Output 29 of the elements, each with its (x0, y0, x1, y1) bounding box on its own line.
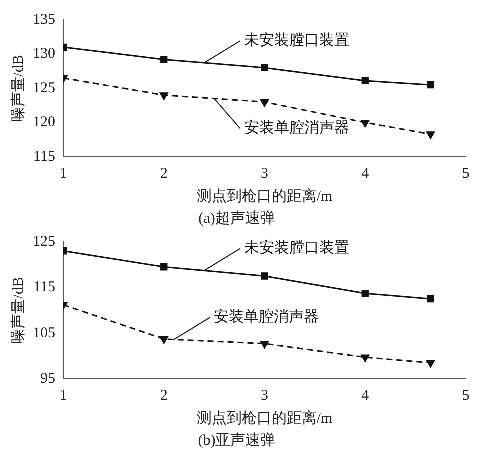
y-tick-label: 105 (33, 325, 56, 342)
y-tick-label: 130 (33, 46, 56, 62)
series-label: 未安装膛口装置 (244, 32, 350, 49)
series-label: 安装单腔消声器 (244, 120, 350, 137)
x-tick-label: 1 (60, 166, 68, 182)
x-tick-label: 2 (160, 166, 168, 182)
y-tick-label: 120 (33, 114, 56, 131)
x-tick-label: 3 (261, 166, 268, 182)
x-axis-title: 测点到枪口的距离/m (196, 410, 333, 427)
x-tick-label: 5 (462, 388, 470, 404)
text: (b)亚声速弹 (198, 432, 276, 449)
x-tick-label: 1 (60, 388, 68, 404)
y-tick-label: 125 (33, 80, 56, 96)
y-axis-title: 噪声量/dB (10, 55, 27, 122)
y-tick-label: 95 (40, 370, 56, 387)
text: (a)超声速弹 (198, 210, 276, 227)
x-tick-label: 5 (462, 166, 470, 182)
x-tick-label: 4 (362, 388, 370, 404)
x-tick-label: 2 (160, 388, 168, 404)
x-axis-title: 测点到枪口的距离/m (196, 188, 333, 205)
y-tick-label: 125 (33, 234, 56, 250)
x-tick-label: 3 (261, 388, 268, 404)
y-axis-title: 噪声量/dB (10, 277, 27, 344)
y-tick-label: 135 (33, 12, 56, 28)
series-label: 未安装膛口装置 (244, 240, 350, 257)
y-tick-label: 115 (34, 280, 56, 296)
y-tick-label: 115 (34, 148, 56, 165)
x-tick-label: 4 (362, 166, 370, 182)
series-label: 安装单腔消声器 (214, 308, 320, 326)
